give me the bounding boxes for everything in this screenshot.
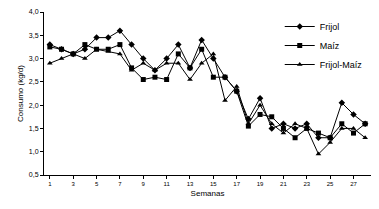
- svg-text:17: 17: [233, 181, 240, 187]
- svg-text:25: 25: [327, 181, 334, 187]
- svg-text:3,5: 3,5: [29, 32, 39, 39]
- svg-text:Frijol-Maíz: Frijol-Maíz: [320, 60, 362, 70]
- svg-text:5: 5: [95, 181, 99, 187]
- svg-text:3,0: 3,0: [29, 55, 39, 62]
- svg-text:13: 13: [187, 181, 194, 187]
- svg-text:7: 7: [118, 181, 122, 187]
- svg-text:Maíz: Maíz: [320, 41, 340, 51]
- svg-text:9: 9: [142, 181, 146, 187]
- svg-text:11: 11: [164, 181, 171, 187]
- svg-text:2,5: 2,5: [29, 78, 39, 85]
- svg-text:Semanas: Semanas: [191, 189, 225, 198]
- svg-text:1,5: 1,5: [29, 125, 39, 132]
- svg-text:3: 3: [72, 181, 76, 187]
- svg-text:Frijol: Frijol: [320, 22, 340, 32]
- svg-text:Consumo (kg/d): Consumo (kg/d): [16, 65, 25, 122]
- svg-text:21: 21: [280, 181, 287, 187]
- svg-text:2,0: 2,0: [29, 102, 39, 109]
- svg-text:1,0: 1,0: [29, 148, 39, 155]
- svg-text:19: 19: [257, 181, 264, 187]
- svg-text:4,0: 4,0: [29, 8, 39, 15]
- svg-text:27: 27: [350, 181, 357, 187]
- svg-text:0,5: 0,5: [29, 171, 39, 178]
- svg-text:15: 15: [210, 181, 217, 187]
- svg-text:1: 1: [48, 181, 52, 187]
- svg-text:23: 23: [303, 181, 310, 187]
